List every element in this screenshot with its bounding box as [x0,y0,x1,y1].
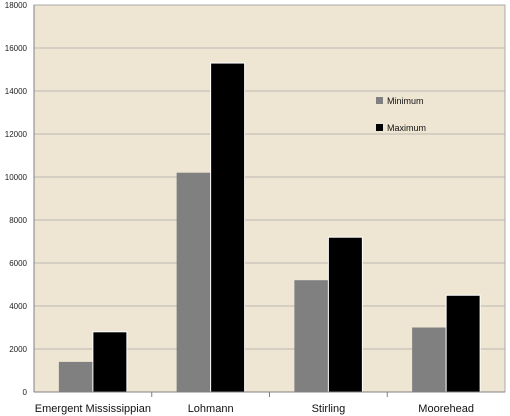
legend-swatch-minimum [376,97,383,104]
y-tick-label: 6000 [9,259,27,268]
bar-minimum-moorehead [412,327,447,392]
bar-minimum-stirling [294,280,329,392]
bar-minimum-lohmann [176,172,211,392]
bar-maximum-moorehead [445,294,481,393]
y-tick-label: 2000 [9,345,27,354]
x-category-label: Moorehead [418,403,474,415]
bar-maximum-emergent-mississippian [92,331,128,393]
x-category-label: Lohmann [188,403,234,415]
y-tick-label: 18000 [5,1,28,10]
legend-swatch-maximum [376,124,383,131]
bar-minimum-emergent-mississippian [58,361,93,392]
x-category-label: Stirling [312,403,346,415]
y-tick-label: 0 [23,388,28,397]
y-tick-label: 16000 [5,44,28,53]
bar-maximum-stirling [327,236,363,393]
y-tick-label: 4000 [9,302,27,311]
y-tick-label: 8000 [9,216,27,225]
y-tick-label: 14000 [5,87,28,96]
y-tick-label: 12000 [5,130,28,139]
legend-label-minimum: Minimum [387,96,424,106]
y-tick-label: 10000 [5,173,28,182]
x-category-label: Emergent Mississippian [35,403,151,415]
bar-maximum-lohmann [210,62,246,393]
legend-label-maximum: Maximum [387,123,426,133]
